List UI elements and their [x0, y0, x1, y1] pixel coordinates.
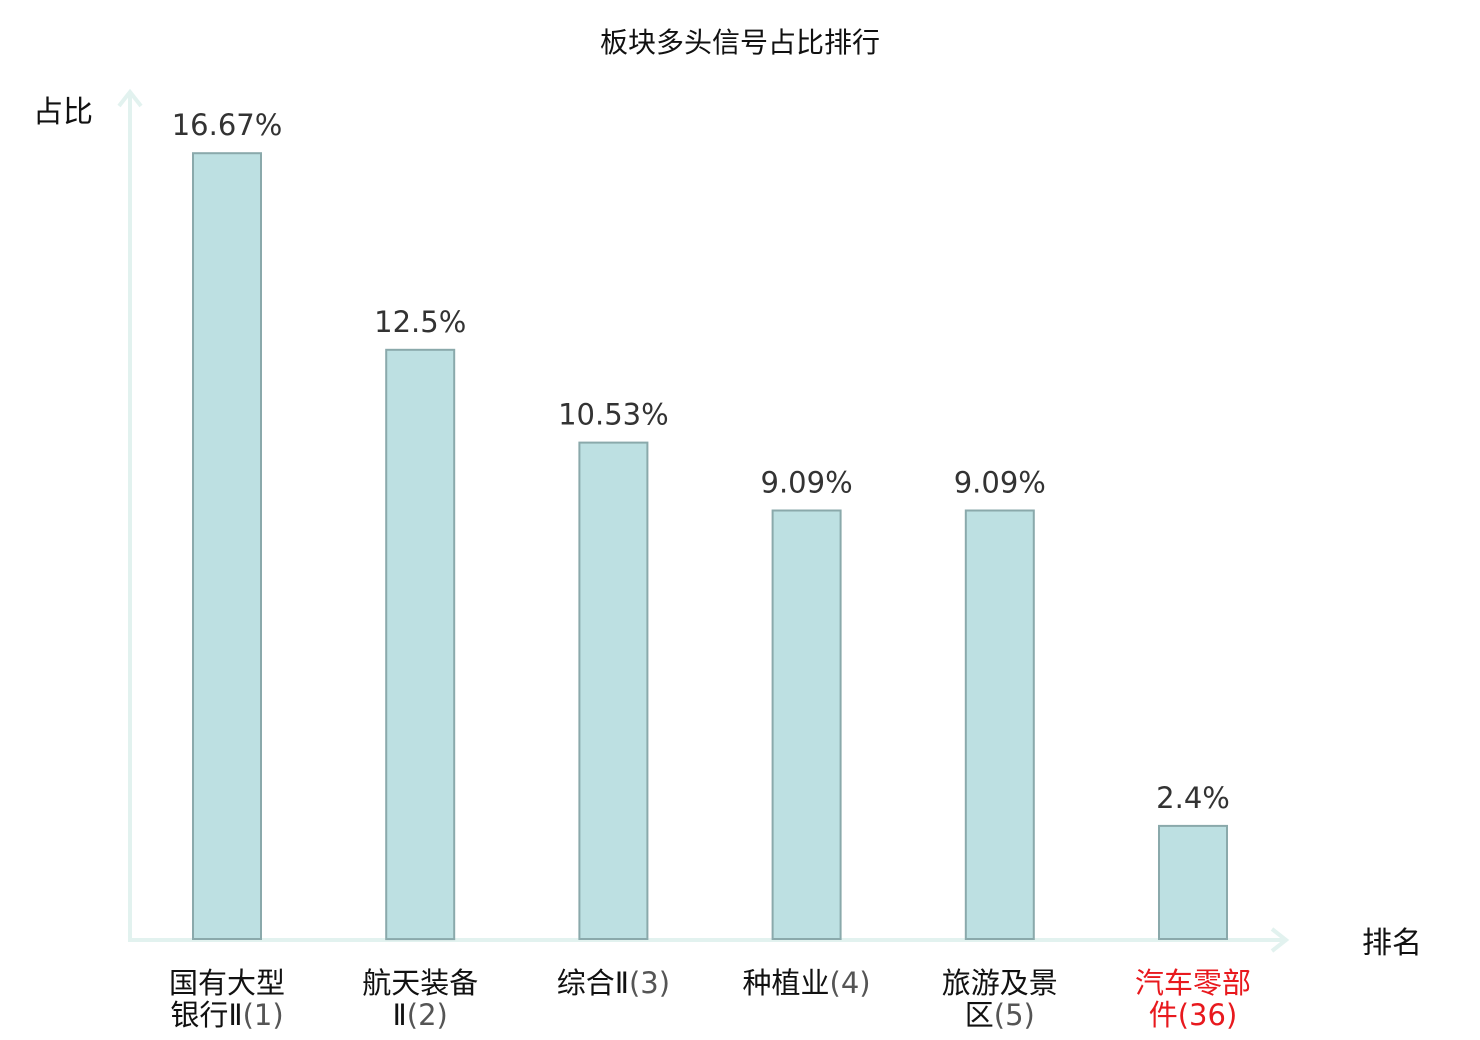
x-axis-label: 排名 — [1362, 926, 1422, 961]
category-label-5-line-1: 旅游及景 — [942, 966, 1058, 1000]
category-label-4-line-1: 种植业(4) — [743, 966, 871, 1000]
value-label-4: 9.09% — [761, 466, 853, 500]
x-axis-arrow — [1270, 927, 1290, 953]
category-label-3-line-1: 综合Ⅱ(3) — [557, 966, 670, 1000]
category-label-1-line-1: 国有大型 — [169, 966, 285, 1000]
category-label-6-line-1: 汽车零部 — [1135, 966, 1251, 1000]
bar-6 — [1158, 824, 1228, 941]
value-label-3: 10.53% — [558, 398, 669, 432]
value-label-2: 12.5% — [374, 305, 466, 339]
axes — [117, 88, 1290, 953]
chart-title: 板块多头信号占比排行 — [600, 26, 880, 59]
category-label-1-line-2: 银行Ⅱ(1) — [170, 998, 283, 1032]
value-label-6: 2.4% — [1156, 781, 1230, 815]
bar-series — [192, 152, 1228, 941]
bar-3 — [578, 441, 649, 940]
bar-5 — [964, 509, 1035, 940]
value-labels: 16.67% 12.5% 10.53% 9.09% 9.09% 2.4% — [172, 108, 1230, 815]
value-label-1: 16.67% — [172, 108, 283, 142]
y-axis-arrow — [117, 88, 143, 108]
bar-4 — [771, 509, 842, 940]
y-axis-label: 占比 — [33, 95, 93, 130]
category-label-5-line-2: 区(5) — [965, 998, 1035, 1032]
bar-2 — [385, 348, 456, 941]
bar-1 — [192, 152, 262, 940]
category-label-6-line-2: 件(36) — [1149, 998, 1238, 1032]
category-label-2-line-1: 航天装备 — [362, 966, 478, 1000]
category-label-2-line-2: Ⅱ(2) — [393, 998, 448, 1032]
value-label-5: 9.09% — [954, 466, 1046, 500]
